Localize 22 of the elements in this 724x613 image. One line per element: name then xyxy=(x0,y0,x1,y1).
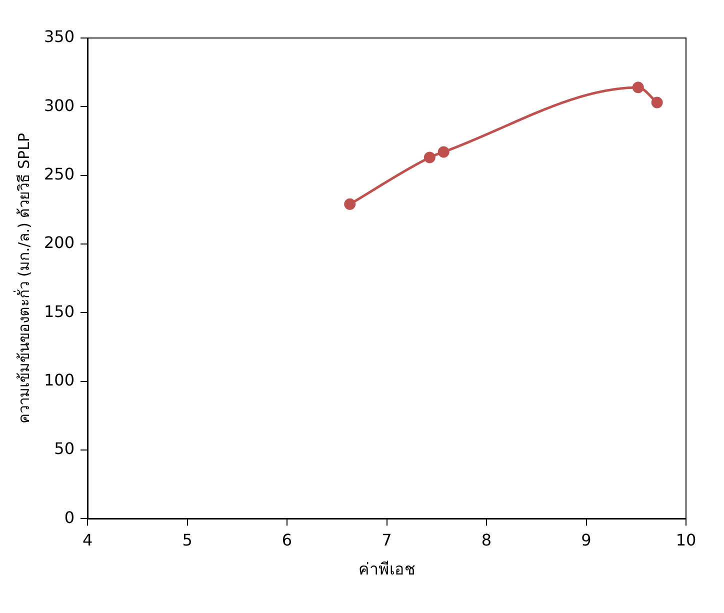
y-tick-label: 50 xyxy=(54,439,75,458)
y-axis-title: ความเข้มข้นของตะกั่ว (มก./ล.) ด้วยวิธี SPLP xyxy=(12,133,33,424)
y-tick-label: 350 xyxy=(44,27,75,46)
y-tick-label: 300 xyxy=(44,96,75,115)
point xyxy=(438,146,450,158)
y-tick-label: 200 xyxy=(44,233,75,252)
x-tick-label: 5 xyxy=(182,530,192,550)
point xyxy=(424,152,436,164)
point xyxy=(651,96,663,108)
x-tick-label: 6 xyxy=(282,530,292,550)
y-tick-label: 150 xyxy=(44,302,75,321)
x-tick-label: 8 xyxy=(481,530,492,550)
y-tick-label: 0 xyxy=(64,508,75,527)
y-tick-label: 100 xyxy=(44,370,75,390)
x-tick-label: 10 xyxy=(676,530,696,550)
x-tick-label: 4 xyxy=(82,530,93,550)
point xyxy=(344,198,356,210)
x-tick-label: 9 xyxy=(581,530,592,550)
x-axis-title: ค่าพีเอช xyxy=(358,560,416,579)
point xyxy=(632,82,644,94)
x-tick-label: 7 xyxy=(382,530,392,550)
y-tick-label: 250 xyxy=(44,164,75,184)
